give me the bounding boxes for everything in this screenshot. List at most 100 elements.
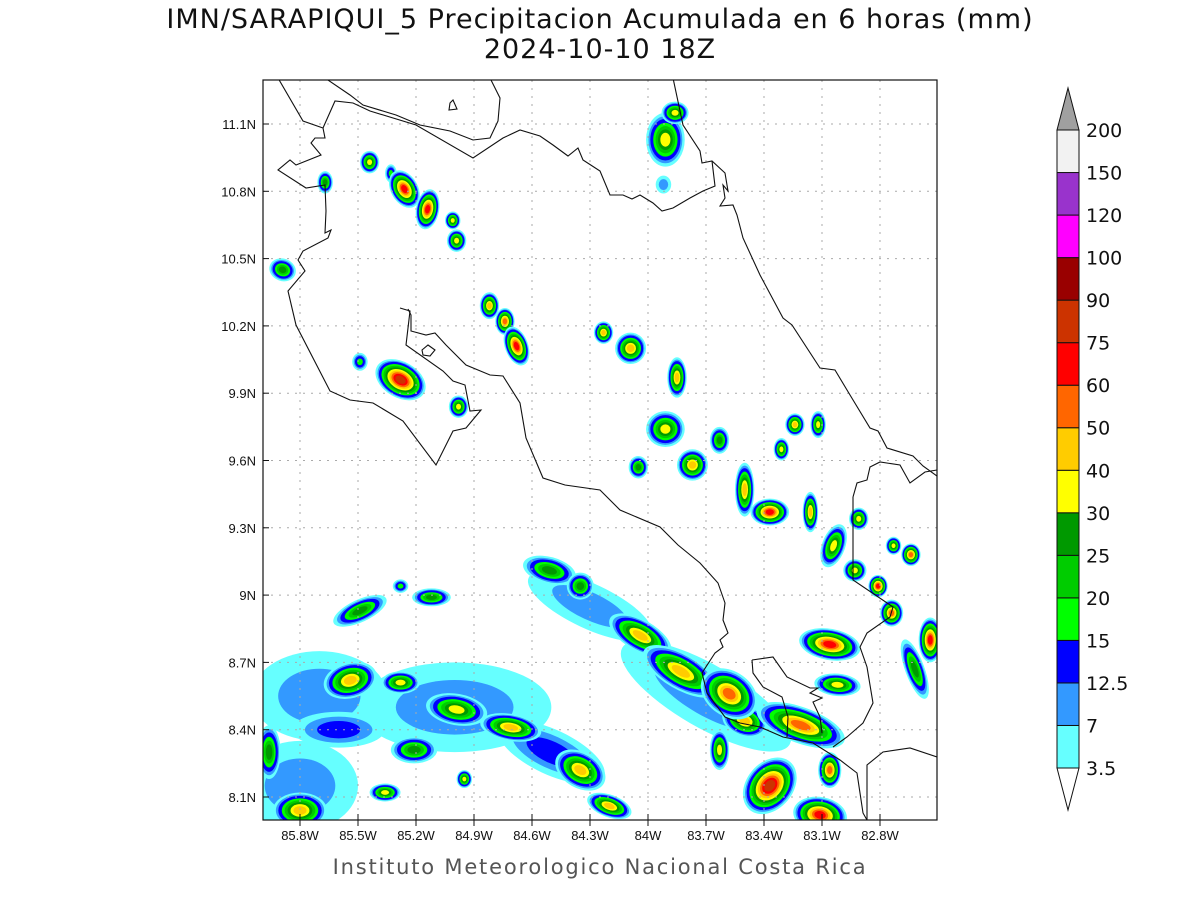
precip-contour-25 bbox=[352, 606, 368, 616]
pacific-coast-panama bbox=[866, 747, 937, 820]
precip-cell bbox=[415, 189, 440, 230]
precip-contour-25 bbox=[541, 566, 557, 575]
precip-cell bbox=[388, 170, 420, 208]
precip-cell bbox=[734, 462, 755, 517]
colorbar-swatch bbox=[1056, 384, 1080, 429]
precip-cell bbox=[628, 456, 648, 479]
precip-cell bbox=[292, 711, 386, 748]
precip-contour-30 bbox=[891, 543, 896, 549]
precip-cell bbox=[709, 426, 730, 454]
precip-contour-30 bbox=[381, 790, 390, 795]
precip-contour-30 bbox=[779, 446, 784, 453]
precip-contour-25 bbox=[265, 744, 273, 760]
precip-cell bbox=[587, 792, 632, 820]
precip-cell bbox=[661, 101, 689, 124]
precip-contour-50 bbox=[502, 318, 508, 325]
precip-contour-40 bbox=[671, 665, 690, 678]
precip-contour-30 bbox=[717, 744, 723, 756]
precip-contour-30 bbox=[830, 540, 838, 552]
bocas-del-toro-coast bbox=[852, 461, 937, 498]
colorbar-over-triangle bbox=[1056, 86, 1080, 131]
precip-cell bbox=[359, 150, 380, 174]
precip-cell bbox=[479, 292, 500, 320]
colorbar-swatch bbox=[1056, 597, 1080, 641]
precip-contour-30 bbox=[660, 132, 671, 147]
colorbar-swatch bbox=[1056, 427, 1080, 471]
precip-cell bbox=[773, 438, 790, 461]
precip-contour-30 bbox=[462, 776, 467, 782]
lat-tick-label: 9.6N bbox=[229, 453, 256, 468]
precip-cell bbox=[918, 617, 937, 663]
precip-cell bbox=[868, 574, 888, 598]
colorbar-swatch bbox=[1056, 299, 1080, 344]
colorbar-swatch bbox=[1056, 257, 1080, 301]
colorbar-label: 60 bbox=[1086, 375, 1110, 397]
colorbar-label: 150 bbox=[1086, 163, 1122, 185]
colorbar-under-triangle bbox=[1056, 767, 1080, 812]
colorbar-swatch bbox=[1056, 512, 1080, 556]
precip-contour-40 bbox=[626, 344, 635, 353]
precip-cell bbox=[392, 579, 409, 593]
colorbar-label: 15 bbox=[1086, 630, 1110, 652]
precip-contour-30 bbox=[831, 681, 844, 688]
precip-cell bbox=[444, 211, 461, 230]
precip-cell bbox=[352, 352, 368, 371]
lat-tick-label: 8.4N bbox=[229, 723, 256, 738]
precip-cell bbox=[448, 395, 469, 418]
lon-tick-label: 84.9W bbox=[455, 828, 493, 843]
precip-contour-25 bbox=[576, 582, 585, 590]
colorbar-swatch bbox=[1056, 724, 1080, 769]
colorbar-label: 7 bbox=[1086, 715, 1098, 737]
precip-contour-50 bbox=[827, 766, 833, 775]
lake-island bbox=[448, 99, 458, 111]
precip-contour-50 bbox=[790, 719, 811, 731]
precip-contour-60 bbox=[513, 341, 520, 351]
precip-cell bbox=[263, 725, 281, 780]
precip-contour-40 bbox=[574, 765, 587, 776]
precip-contour-60 bbox=[875, 583, 881, 589]
lat-tick-label: 9.3N bbox=[229, 521, 256, 536]
colorbar-swatch bbox=[1056, 469, 1080, 514]
colorbar-label: 40 bbox=[1086, 460, 1110, 482]
precip-cell bbox=[446, 229, 467, 252]
precip-cell bbox=[593, 321, 614, 344]
precip-cell bbox=[646, 112, 685, 167]
precip-cell bbox=[646, 411, 685, 448]
precip-contour-7 bbox=[658, 179, 669, 191]
precip-contour-75 bbox=[764, 780, 776, 792]
precip-contour-60 bbox=[823, 640, 837, 648]
precip-cell bbox=[756, 702, 845, 749]
precip-contour-15 bbox=[397, 583, 404, 589]
precip-cell bbox=[456, 770, 473, 789]
precip-cell bbox=[900, 639, 929, 699]
colorbar-swatch bbox=[1056, 129, 1080, 174]
precip-cell bbox=[810, 411, 826, 439]
lon-tick-label: 85.2W bbox=[397, 828, 435, 843]
precip-cell bbox=[818, 752, 842, 789]
colorbar: 3.5 7 12.5 15 20 25 30 40 50 60 75 90 100 120 150 200 bbox=[1056, 86, 1128, 812]
lat-tick-label: 10.5N bbox=[221, 252, 256, 267]
lon-tick-label: 83.7W bbox=[687, 828, 725, 843]
precip-cell bbox=[667, 357, 687, 398]
colorbar-label: 30 bbox=[1086, 503, 1110, 525]
colorbar-label: 20 bbox=[1086, 588, 1110, 610]
pacific-coast-nw bbox=[277, 80, 483, 467]
colorbar-label: 100 bbox=[1086, 248, 1122, 270]
precip-cell bbox=[566, 572, 594, 600]
gulf-of-nicoya-coast bbox=[407, 308, 868, 820]
colorbar-label: 200 bbox=[1086, 120, 1122, 142]
lon-tick-label: 84.3W bbox=[571, 828, 609, 843]
precip-cell bbox=[495, 307, 515, 335]
lon-tick-label: 85.8W bbox=[281, 828, 319, 843]
colorbar-swatch bbox=[1056, 214, 1080, 259]
precip-cell bbox=[655, 175, 672, 194]
precip-cell bbox=[369, 783, 401, 802]
precip-contour-25 bbox=[716, 436, 723, 445]
precip-cell bbox=[323, 661, 377, 700]
precip-cell bbox=[381, 671, 420, 694]
map-frame bbox=[262, 79, 938, 821]
nicaragua-border bbox=[322, 100, 716, 212]
lat-tick-label: 8.7N bbox=[229, 655, 256, 670]
precip-contour-40 bbox=[487, 302, 492, 309]
